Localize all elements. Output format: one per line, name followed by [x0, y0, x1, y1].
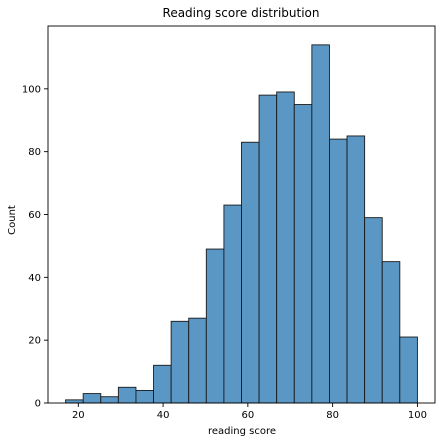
histogram-bar [82, 393, 102, 404]
y-tick-label: 20 [28, 336, 41, 347]
y-axis-label: Count [7, 205, 18, 235]
y-tick-label: 40 [28, 273, 41, 284]
y-tick-label: 100 [22, 84, 41, 95]
histogram-bar [364, 217, 383, 404]
x-tick-label: 60 [241, 410, 254, 421]
y-tick-label: 60 [28, 210, 41, 221]
histogram-bar [293, 104, 313, 404]
histogram-bar [135, 389, 154, 404]
histogram-bar [329, 138, 348, 404]
histogram-bar [117, 386, 137, 404]
y-tick-label: 80 [28, 147, 41, 158]
histogram-bar [170, 320, 190, 404]
histogram-bar [276, 91, 295, 404]
histogram-bar [65, 399, 84, 404]
histogram-bar [346, 135, 366, 404]
histogram-bar [153, 364, 172, 404]
x-tick-label: 100 [408, 410, 427, 421]
axes-layer: 20 40 60 80 100 0 20 40 60 80 100 [22, 25, 436, 421]
histogram-bar [100, 396, 119, 404]
x-tick-label: 20 [72, 410, 85, 421]
histogram-bar [311, 44, 330, 404]
x-tick-label: 80 [326, 410, 339, 421]
histogram-bar [223, 204, 242, 404]
histogram-bar [399, 336, 418, 404]
histogram-bar [258, 94, 278, 404]
y-tick-label: 0 [35, 399, 41, 410]
histogram-bar [205, 248, 225, 404]
x-tick-label: 40 [157, 410, 170, 421]
x-axis-label: reading score [208, 426, 276, 437]
bars-layer [65, 44, 418, 404]
histogram-bar [381, 261, 401, 404]
histogram-bar [188, 317, 207, 404]
chart-title: Reading score distribution [163, 6, 320, 20]
histogram-bar [241, 141, 260, 404]
